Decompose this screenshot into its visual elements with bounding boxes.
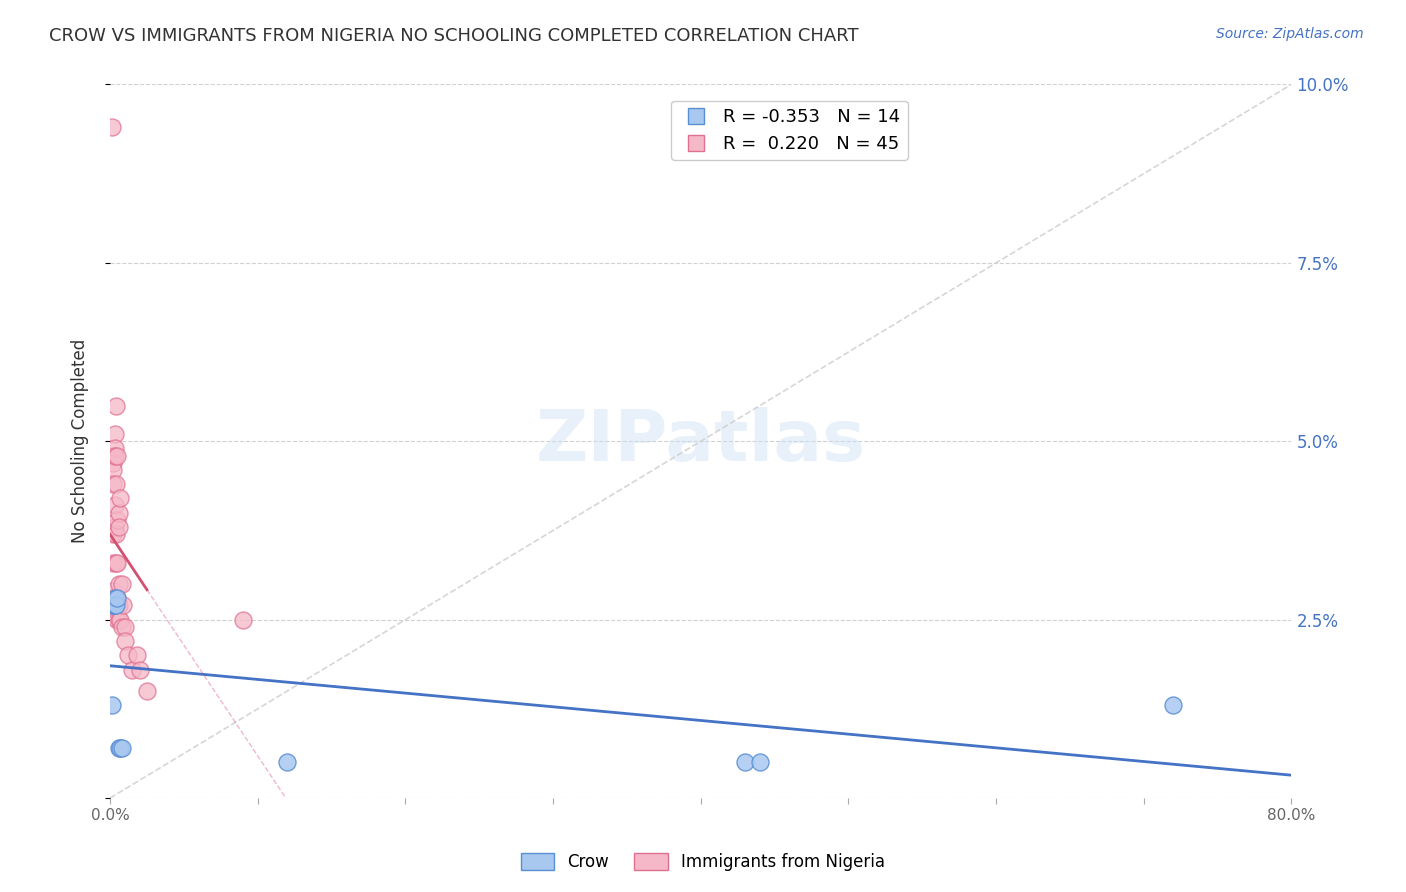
Point	[104, 556, 127, 570]
Point	[101, 477, 124, 491]
Point	[232, 613, 254, 627]
Point	[107, 591, 129, 606]
Point	[101, 456, 124, 470]
Point	[100, 120, 122, 135]
Point	[107, 513, 129, 527]
Point	[276, 756, 298, 770]
Point	[108, 613, 131, 627]
Point	[103, 499, 125, 513]
Point	[734, 756, 756, 770]
Point	[108, 741, 131, 756]
Point	[125, 648, 148, 663]
Point	[111, 620, 134, 634]
Point	[100, 698, 122, 713]
Point	[101, 556, 124, 570]
Point	[100, 606, 122, 620]
Point	[104, 527, 127, 541]
Point	[103, 599, 125, 613]
Point	[136, 684, 159, 698]
Point	[1163, 698, 1185, 713]
Point	[104, 399, 127, 413]
Point	[107, 591, 129, 606]
Point	[108, 520, 131, 534]
Point	[117, 648, 139, 663]
Text: CROW VS IMMIGRANTS FROM NIGERIA NO SCHOOLING COMPLETED CORRELATION CHART: CROW VS IMMIGRANTS FROM NIGERIA NO SCHOO…	[49, 27, 859, 45]
Point	[108, 599, 131, 613]
Point	[101, 599, 124, 613]
Point	[128, 663, 150, 677]
Legend: Crow, Immigrants from Nigeria: Crow, Immigrants from Nigeria	[513, 845, 893, 880]
Point	[104, 591, 127, 606]
Point	[111, 741, 134, 756]
Point	[101, 449, 124, 463]
Point	[103, 591, 125, 606]
Point	[107, 556, 129, 570]
Point	[103, 520, 125, 534]
Point	[114, 620, 136, 634]
Point	[101, 584, 124, 599]
Point	[101, 463, 124, 477]
Point	[103, 591, 125, 606]
Point	[114, 634, 136, 648]
Text: Source: ZipAtlas.com: Source: ZipAtlas.com	[1216, 27, 1364, 41]
Point	[100, 599, 122, 613]
Point	[108, 577, 131, 591]
Text: ZIPatlas: ZIPatlas	[536, 407, 866, 475]
Point	[121, 663, 143, 677]
Point	[101, 599, 124, 613]
Point	[103, 427, 125, 442]
Point	[103, 449, 125, 463]
Point	[108, 506, 131, 520]
Point	[748, 756, 770, 770]
Point	[107, 449, 129, 463]
Point	[110, 613, 132, 627]
Point	[104, 599, 127, 613]
Point	[107, 613, 129, 627]
Point	[111, 577, 134, 591]
Legend: R = -0.353   N = 14, R =  0.220   N = 45: R = -0.353 N = 14, R = 0.220 N = 45	[671, 101, 908, 160]
Point	[112, 599, 135, 613]
Point	[101, 527, 124, 541]
Point	[100, 591, 122, 606]
Y-axis label: No Schooling Completed: No Schooling Completed	[72, 339, 89, 543]
Point	[110, 491, 132, 506]
Point	[103, 442, 125, 456]
Point	[104, 477, 127, 491]
Point	[110, 741, 132, 756]
